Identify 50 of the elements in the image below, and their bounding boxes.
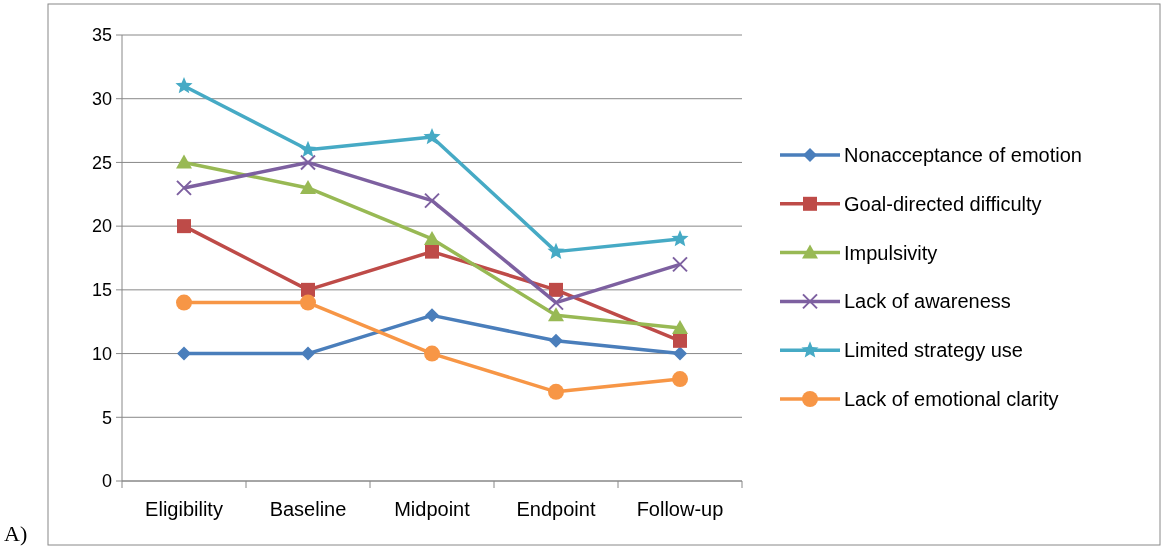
point (424, 345, 440, 362)
x-tick-label: Endpoint (516, 498, 596, 520)
x-tick-label: Baseline (269, 498, 347, 520)
point (424, 192, 440, 209)
point (176, 179, 192, 196)
legend-label: Nonacceptance of emotion (844, 144, 1082, 166)
point (548, 307, 564, 322)
point (176, 154, 192, 169)
text: A) (4, 521, 28, 546)
point (299, 140, 317, 157)
y-tick-label: 10 (91, 343, 112, 364)
point (423, 127, 441, 145)
point (301, 282, 315, 297)
x-tick-label: Follow-up (636, 498, 724, 520)
point (424, 230, 440, 245)
legend-label: Lack of emotional clarity (844, 388, 1059, 410)
point (177, 219, 191, 234)
legend-label: Limited strategy use (844, 339, 1023, 362)
legend-label: Lack of awareness (844, 290, 1011, 313)
point (671, 229, 689, 247)
point (672, 371, 688, 388)
point (300, 179, 316, 194)
x-tick-label: Midpoint (394, 498, 471, 520)
legend-label: Goal-directed difficulty (844, 192, 1042, 215)
x-tick-label: Eligibility (145, 498, 223, 520)
point (425, 308, 439, 323)
point (176, 294, 192, 311)
y-tick-label: 35 (91, 25, 112, 46)
point (673, 333, 687, 348)
point (548, 294, 564, 311)
point (548, 383, 564, 400)
y-tick-label: 15 (91, 280, 112, 301)
point (672, 256, 688, 273)
point (549, 333, 563, 348)
y-tick-label: 20 (91, 216, 112, 237)
point (672, 320, 688, 335)
point (425, 244, 439, 259)
point (177, 346, 191, 361)
y-tick-label: 5 (101, 407, 112, 428)
y-tick-label: 25 (91, 152, 112, 173)
point (301, 346, 315, 361)
point (547, 242, 565, 259)
y-tick-label: 30 (91, 89, 112, 110)
point (300, 154, 316, 171)
point (673, 346, 687, 361)
legend-label: Impulsivity (844, 241, 938, 264)
y-tick-label: 0 (101, 471, 112, 492)
point (175, 76, 193, 94)
point (549, 282, 563, 297)
point (300, 294, 316, 311)
